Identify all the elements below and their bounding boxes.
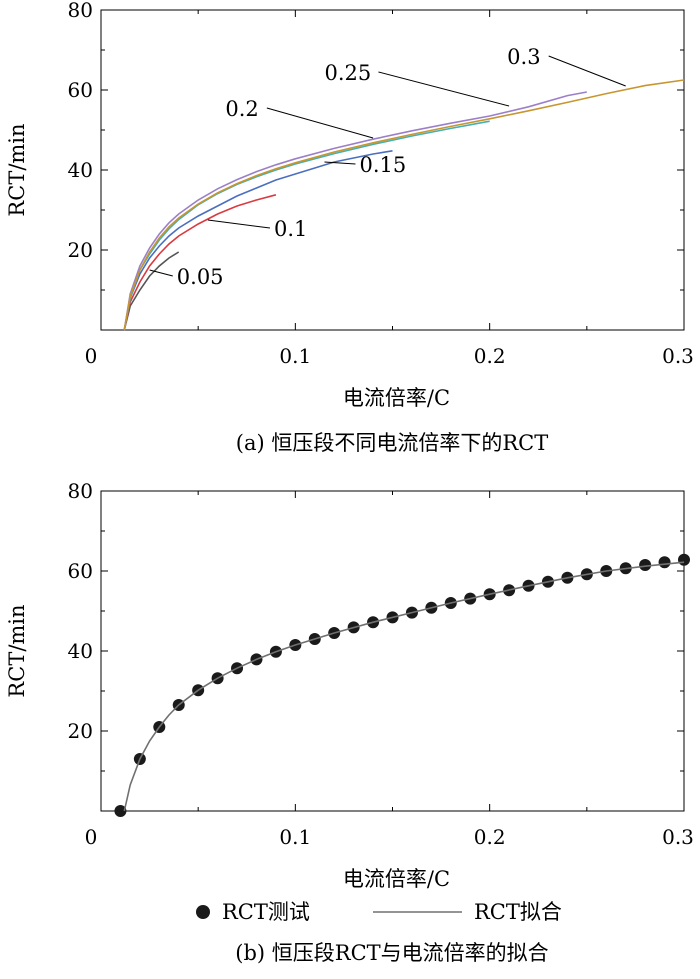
data-point	[678, 553, 690, 566]
y-tick-label: 60	[68, 78, 93, 102]
y-tick-label: 40	[68, 158, 93, 182]
chart-panel-b: 20 40 60 80 0 0.1 0.2 0.3 电流倍率/C RCT/min (b) 恒压段RC…	[5, 479, 694, 965]
y-tick-label: 20	[68, 238, 93, 262]
series-label: 0.05	[177, 265, 224, 289]
series-line-0.05	[123, 251, 180, 331]
x-tick-label: 0.2	[474, 825, 506, 849]
y-tick-label: 80	[68, 0, 93, 22]
plot-frame	[100, 490, 685, 812]
leader-line	[207, 219, 271, 229]
leader-line	[378, 71, 510, 107]
leader-line	[548, 55, 626, 87]
chart-panel-a: 20 40 60 80 0 0.1 0.2 0.3 电流倍率/C RCT/min (a) 恒压段不同…	[5, 0, 694, 455]
x-tick-label: 0.1	[279, 825, 311, 849]
y-tick-label: 40	[68, 639, 93, 663]
figure-caption: (b) 恒压段RCT与电流倍率的拟合	[235, 941, 548, 965]
leader-line	[266, 107, 374, 139]
series-label: 0.2	[225, 97, 258, 121]
x-tick-label: 0.3	[662, 344, 694, 368]
x-tick-label: 0.3	[662, 825, 694, 849]
x-axis-label: 电流倍率/C	[343, 386, 450, 410]
x-tick-label: 0	[85, 344, 98, 368]
series-line-0.25	[123, 91, 587, 331]
series-label: 0.15	[359, 153, 406, 177]
y-axis-label: RCT/min	[5, 123, 29, 216]
x-tick-label: 0	[85, 825, 98, 849]
series-line-0.15	[123, 150, 393, 331]
x-tick-label: 0.2	[474, 344, 506, 368]
data-point	[658, 556, 671, 569]
y-tick-label: 20	[68, 719, 93, 743]
series-label: 0.1	[274, 217, 307, 241]
legend-label: RCT拟合	[474, 900, 562, 924]
series-line-0.1	[123, 194, 277, 331]
y-axis-label: RCT/min	[5, 604, 29, 697]
legend-marker	[196, 905, 210, 919]
series-line-RCT拟合	[123, 561, 685, 812]
figure-caption: (a) 恒压段不同电流倍率下的RCT	[236, 431, 548, 455]
data-point	[639, 559, 652, 571]
legend-label: RCT测试	[222, 900, 310, 924]
leader-line	[149, 269, 173, 277]
x-tick-label: 0.1	[279, 344, 311, 368]
y-tick-label: 80	[68, 479, 93, 503]
data-point	[114, 805, 127, 817]
leader-line	[324, 161, 356, 165]
series-label: 0.25	[324, 61, 371, 85]
series-label: 0.3	[507, 45, 540, 69]
series-line-0.3	[123, 79, 685, 331]
x-axis-label: 电流倍率/C	[343, 867, 450, 891]
y-tick-label: 60	[68, 559, 93, 583]
